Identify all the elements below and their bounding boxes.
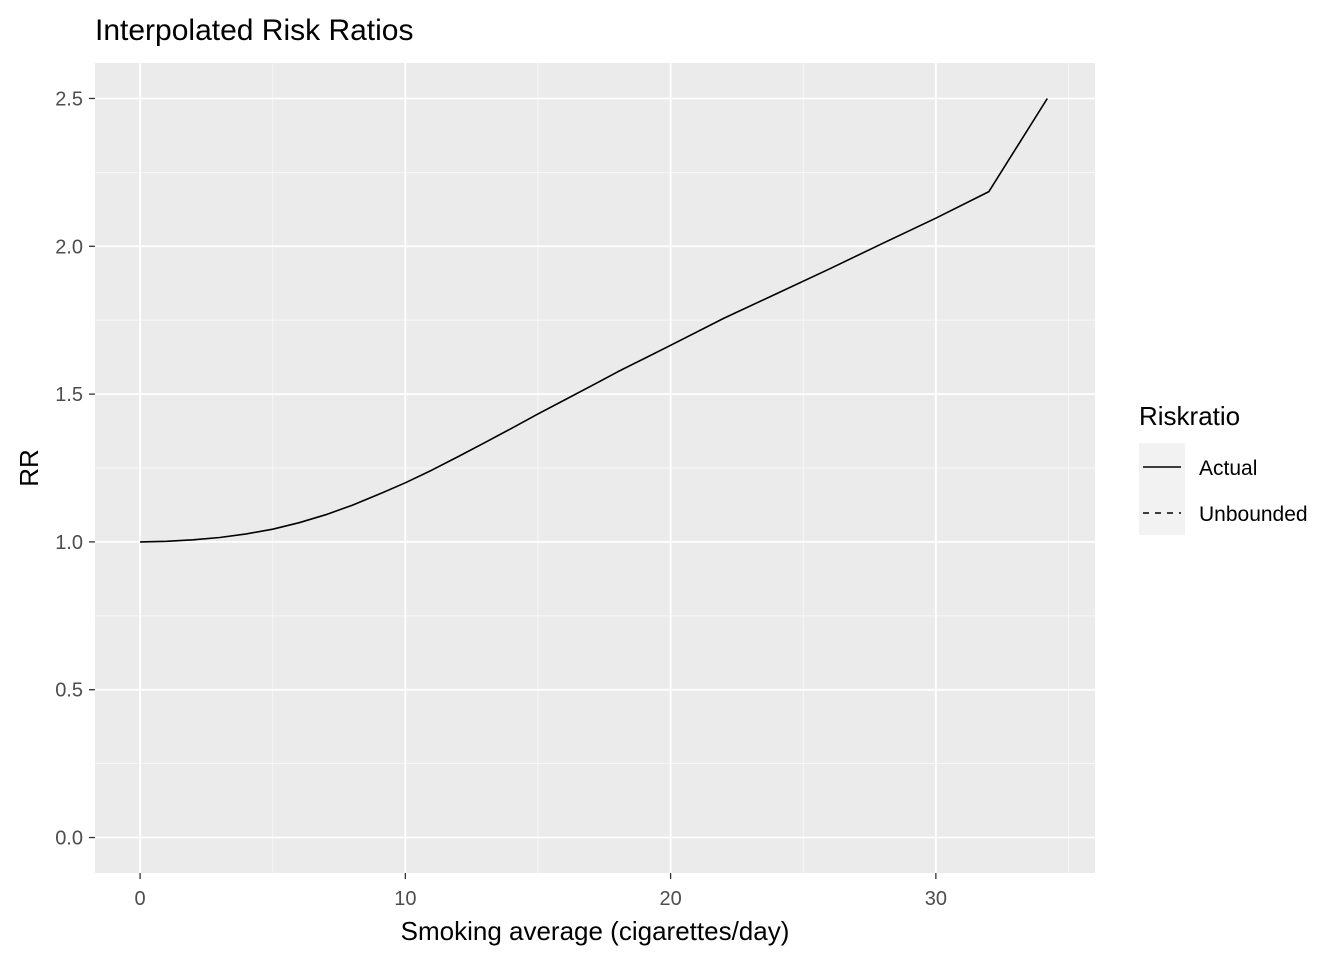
legend-label-unbounded: Unbounded <box>1199 503 1308 526</box>
y-axis-tick-label: 2.0 <box>55 236 83 258</box>
legend-key-background <box>1139 443 1185 535</box>
grid-major <box>95 63 1095 873</box>
x-axis-tick-label: 20 <box>659 888 681 910</box>
x-axis-tick-label: 10 <box>394 888 416 910</box>
y-axis-tick-label: 0.5 <box>55 680 83 702</box>
x-axis-tick-label: 0 <box>135 888 146 910</box>
legend: Riskratio Actual Unbounded <box>1139 401 1308 535</box>
grid-minor <box>95 63 1095 873</box>
y-axis-tick-label: 0.0 <box>55 828 83 850</box>
y-axis-tick-label: 1.0 <box>55 532 83 554</box>
legend-title: Riskratio <box>1139 401 1240 431</box>
series-layer <box>140 98 1048 543</box>
x-axis-tick-label: 30 <box>925 888 947 910</box>
x-axis-label: Smoking average (cigarettes/day) <box>401 916 790 946</box>
y-axis-label: RR <box>14 449 44 487</box>
axis-layer: 0 10 20 30 0.0 0.5 1.0 1.5 2.0 2.5 <box>55 88 947 910</box>
chart-title: Interpolated Risk Ratios <box>95 14 414 47</box>
series-line-actual <box>140 98 1048 543</box>
y-axis-tick-label: 2.5 <box>55 88 83 110</box>
legend-label-actual: Actual <box>1199 457 1257 480</box>
y-axis-tick-label: 1.5 <box>55 384 83 406</box>
